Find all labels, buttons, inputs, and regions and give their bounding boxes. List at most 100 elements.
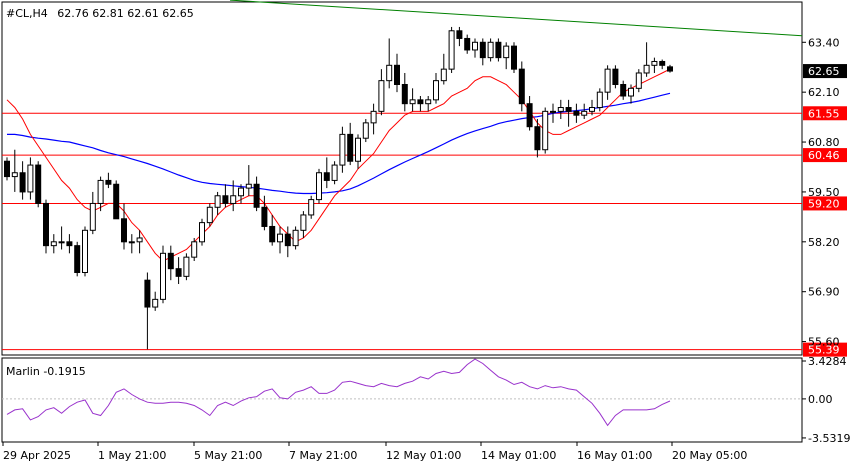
- time-tick-label: 1 May 21:00: [98, 449, 166, 462]
- candles: [4, 26, 673, 350]
- candle: [113, 180, 120, 220]
- candle: [308, 195, 315, 219]
- candle: [35, 161, 42, 208]
- candle: [183, 253, 190, 281]
- candle: [550, 103, 556, 123]
- candle-body: [518, 68, 525, 105]
- candle: [4, 157, 10, 181]
- candle: [620, 80, 627, 100]
- candle-body: [167, 252, 174, 270]
- candle: [604, 65, 611, 100]
- candle-body: [472, 41, 478, 51]
- candle: [456, 26, 463, 47]
- candle-body: [35, 164, 42, 204]
- candle: [323, 157, 330, 189]
- candle: [362, 119, 369, 143]
- candle: [43, 199, 49, 254]
- candle-body: [604, 68, 611, 93]
- level-badge-label: 61.55: [808, 107, 840, 120]
- candle-body: [11, 172, 18, 178]
- candle-body: [612, 68, 619, 85]
- candle: [425, 96, 432, 112]
- candle-body: [448, 30, 455, 70]
- price-tick-label: 63.40: [808, 36, 840, 49]
- candle-body: [339, 133, 346, 166]
- time-tick-label: 7 May 21:00: [289, 449, 357, 462]
- time-tick-label: 16 May 01:00: [577, 449, 652, 462]
- price-tick-label: 62.10: [808, 86, 840, 99]
- candle: [300, 211, 307, 238]
- candle: [495, 38, 502, 62]
- candle-body: [245, 183, 252, 189]
- candle: [214, 191, 221, 215]
- candle-body: [503, 45, 510, 59]
- candle-body: [230, 195, 237, 204]
- price-tick-label: 60.80: [808, 136, 840, 149]
- candle-body: [409, 99, 416, 105]
- candle-body: [144, 279, 151, 308]
- horizontal-levels: 61.55 60.46 59.20 55.39: [2, 106, 847, 357]
- candle-body: [206, 206, 213, 224]
- candle: [222, 184, 229, 208]
- candle: [269, 214, 276, 246]
- candle-body: [487, 41, 494, 59]
- current-price-badge: [803, 64, 847, 79]
- candle-body: [175, 268, 182, 277]
- candle-body: [370, 110, 377, 124]
- candle-body: [378, 80, 385, 112]
- candle-body: [581, 110, 588, 116]
- candle: [121, 203, 127, 250]
- candle-body: [74, 245, 81, 274]
- candle: [518, 61, 525, 112]
- candle-body: [596, 91, 603, 109]
- candle-body: [136, 237, 143, 243]
- candle-body: [651, 60, 658, 66]
- candle: [596, 88, 603, 112]
- candle-body: [479, 41, 486, 59]
- time-tick-label: 5 May 21:00: [194, 449, 262, 462]
- level-badge: [803, 106, 847, 121]
- candle-body: [261, 206, 268, 227]
- osc-tick-label: 3.4284: [808, 355, 847, 368]
- candle: [128, 234, 135, 254]
- candle: [144, 272, 151, 350]
- candle-body: [355, 137, 361, 162]
- candle: [651, 57, 658, 73]
- candle: [386, 38, 393, 89]
- candle: [191, 237, 198, 261]
- candle: [136, 230, 143, 254]
- candle-body: [97, 179, 104, 204]
- level-badge: [803, 196, 847, 211]
- candle-body: [50, 241, 57, 247]
- candle: [261, 195, 268, 231]
- candle: [378, 69, 385, 116]
- candle-body: [565, 107, 572, 112]
- indicator-panel: [1, 357, 803, 443]
- price-tick-label: 56.90: [808, 286, 840, 299]
- candle: [97, 176, 104, 212]
- candle-body: [643, 64, 650, 74]
- candle: [565, 99, 572, 127]
- candle: [628, 84, 634, 104]
- candle-body: [573, 110, 580, 116]
- candle-body: [440, 68, 447, 82]
- osc-tick-label: 0.00: [808, 393, 833, 406]
- price-tick-label: 59.50: [808, 186, 840, 199]
- candle: [589, 99, 595, 116]
- candle: [347, 122, 354, 166]
- candle: [277, 226, 283, 254]
- candle: [339, 126, 346, 173]
- candle-body: [542, 110, 549, 151]
- candle: [581, 103, 588, 120]
- candle-body: [511, 45, 517, 70]
- resistance-trendline: [229, 0, 803, 37]
- candle-body: [323, 172, 330, 181]
- candle-body: [589, 107, 595, 112]
- candle-body: [4, 160, 10, 178]
- candle: [448, 26, 455, 73]
- candle: [503, 42, 510, 70]
- candle: [58, 226, 65, 250]
- candle-body: [199, 222, 205, 243]
- candle: [199, 218, 205, 246]
